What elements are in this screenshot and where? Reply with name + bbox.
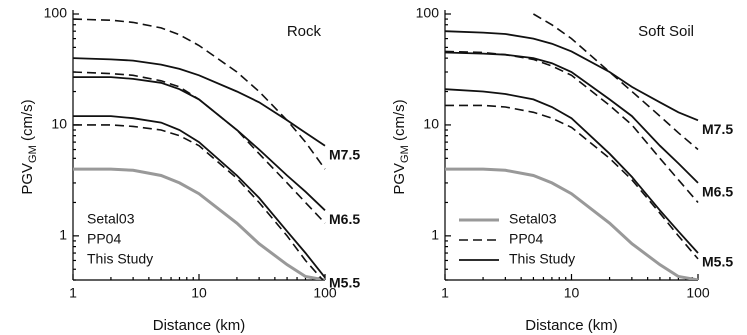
x-tick-label: 10 [191,285,207,301]
magnitude-label: M7.5 [702,121,733,137]
legend-label: Setal03 [509,211,557,227]
x-tick-label: 100 [686,285,710,301]
y-axis-label: PGVGM (cm/s) [19,99,39,194]
curve [445,104,699,260]
y-label-unit: (cm/s) [19,99,36,145]
y-tick-label: 100 [416,5,440,21]
y-tick-label: 100 [44,5,68,21]
legend-label: This Study [87,251,153,267]
magnitude-label: M5.5 [329,275,360,291]
panel: 1 10 100 1 10 100 Distance (km) PGVGM (cm/s) Sof… [391,5,733,334]
curve [73,57,326,147]
curve [73,115,326,279]
curve [532,13,699,151]
curve [73,124,324,280]
magnitude-label: M7.5 [329,146,360,162]
curve [445,88,699,254]
x-tick-label: 100 [313,285,337,301]
curve [73,71,326,224]
magnitude-label: M5.5 [702,254,733,270]
y-label-main: PGV [391,163,408,195]
panel: 1 10 100 1 10 100 Distance (km) PGVGM (cm/s) Roc… [19,5,360,334]
y-tick-label: 1 [431,227,439,243]
x-axis-label: Distance (km) [525,317,618,334]
curve [73,76,326,211]
curve [445,167,699,280]
x-tick-label: 1 [69,285,77,301]
legend-label: PP04 [509,231,543,247]
curve [73,167,326,280]
legend-label: Setal03 [87,211,135,227]
x-tick-label: 1 [441,285,449,301]
curve [445,51,699,184]
magnitude-label: M6.5 [702,184,733,200]
curve [445,30,699,122]
y-tick-label: 10 [423,116,439,132]
panel-title: Soft Soil [638,23,694,40]
y-label-main: PGV [19,163,36,195]
magnitude-label: M6.5 [329,211,360,227]
y-label-sub: GM [27,145,39,163]
panel-title: Rock [287,23,322,40]
y-axis-label: PGVGM (cm/s) [391,99,411,194]
curve [73,18,326,170]
y-tick-label: 10 [51,116,67,132]
y-label-sub: GM [399,145,411,163]
legend-label: PP04 [87,231,121,247]
x-axis-label: Distance (km) [153,317,246,334]
curve [445,50,699,204]
y-label-unit: (cm/s) [391,99,408,145]
x-tick-label: 10 [564,285,580,301]
y-tick-label: 1 [59,227,67,243]
legend-label: This Study [509,251,575,267]
